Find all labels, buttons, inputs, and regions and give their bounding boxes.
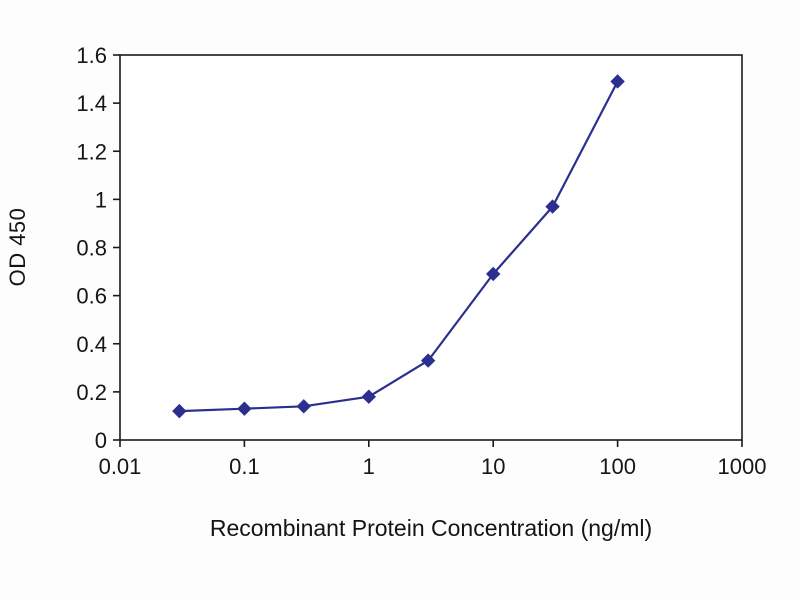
y-tick-label: 0	[95, 428, 107, 453]
x-tick-label: 0.01	[99, 454, 142, 479]
data-point-marker	[610, 74, 625, 89]
x-axis-title: Recombinant Protein Concentration (ng/ml…	[209, 515, 653, 541]
x-tick-label: 1000	[718, 454, 767, 479]
x-tick-label: 100	[599, 454, 636, 479]
y-tick-label: 1.6	[76, 43, 107, 68]
x-tick-label: 10	[481, 454, 505, 479]
data-point-marker	[485, 266, 501, 282]
data-point-marker	[361, 389, 377, 404]
data-point-marker	[296, 399, 311, 414]
x-tick-label: 0.1	[229, 454, 260, 479]
y-tick-label: 0.2	[76, 380, 107, 405]
y-tick-label: 1.2	[76, 139, 107, 164]
y-axis-title: OD 450	[5, 207, 30, 287]
plot-frame	[119, 54, 743, 441]
data-point-marker	[172, 403, 187, 419]
data-point-marker	[420, 353, 436, 368]
x-tick-label: 1	[363, 454, 375, 479]
y-tick-label: 1	[95, 187, 107, 212]
y-tick-label: 0.4	[76, 332, 107, 357]
data-point-marker	[237, 401, 252, 416]
y-tick-label: 0.6	[76, 284, 107, 309]
y-tick-label: 1.4	[76, 91, 107, 116]
y-tick-label: 0.8	[76, 236, 107, 261]
series-line	[179, 80, 619, 413]
data-point-marker	[545, 199, 560, 214]
